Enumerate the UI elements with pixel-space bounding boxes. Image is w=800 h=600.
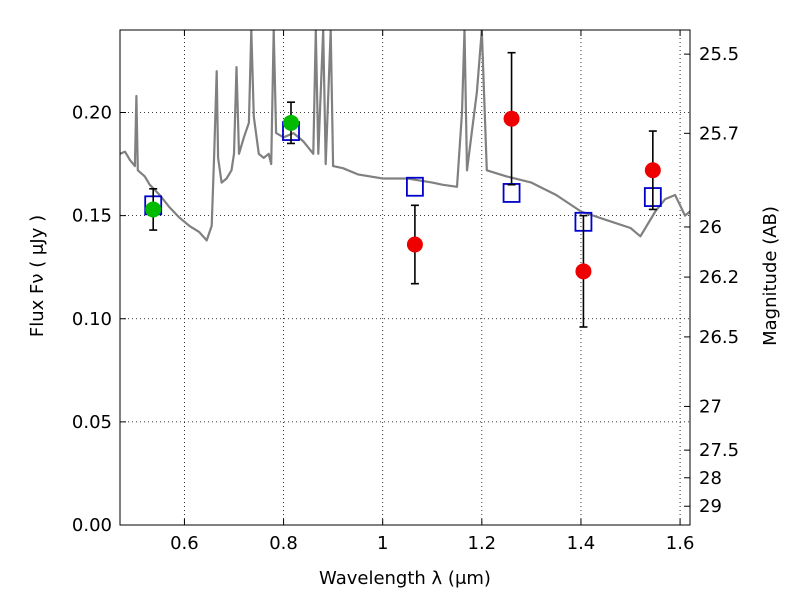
magnitude-tick-label: 28: [699, 468, 722, 489]
grid-lines: [120, 30, 690, 525]
plot-frame: [119, 29, 691, 526]
y-tick-label: 0.05: [72, 412, 112, 433]
magnitude-axis: 25.5 25.7 26 26.2 26.5 27 27.5 28 29: [684, 44, 739, 517]
magnitude-tick-label: 25.7: [699, 123, 739, 144]
magnitude-tick-label: 25.5: [699, 44, 739, 65]
y-tick-label: 0.15: [72, 206, 112, 227]
x-tick-label: 0.6: [170, 533, 199, 554]
x-tick-label: 1.6: [666, 533, 695, 554]
marker-layer: [144, 51, 662, 328]
x-axis-label: Wavelength λ (μm): [319, 568, 491, 589]
magnitude-tick-label: 26.5: [699, 327, 739, 348]
observed-flux-point: [283, 114, 299, 131]
observed-flux-point: [644, 162, 661, 179]
y-tick-label: 0.20: [72, 103, 112, 124]
spectrum-layer: [120, 30, 690, 242]
observed-flux-point: [575, 263, 592, 280]
plot-area: [120, 30, 690, 328]
observed-flux-point: [503, 110, 520, 127]
magnitude-tick-label: 27: [699, 396, 722, 417]
magnitude-tick-label: 27.5: [699, 440, 739, 461]
spectrum-line: [120, 30, 690, 242]
model-photometry-point: [406, 176, 424, 197]
observed-flux-point: [145, 201, 162, 218]
y-tick-label: 0.10: [72, 309, 112, 330]
magnitude-tick-label: 26.2: [699, 267, 739, 288]
magnitude-tick-label: 26: [699, 217, 722, 238]
x-tick-label: 1.4: [567, 533, 596, 554]
magnitude-axis-label: Magnitude (AB): [760, 206, 781, 346]
x-tick-label: 0.8: [269, 533, 298, 554]
x-axis: 0.6 0.8 1 1.2 1.4 1.6: [170, 30, 694, 554]
observed-flux-point: [406, 236, 423, 253]
y-axis: 0.00 0.05 0.10 0.15 0.20: [72, 103, 126, 536]
magnitude-tick-label: 29: [699, 496, 722, 517]
y-tick-label: 0.00: [72, 515, 112, 536]
y-axis-label: Flux Fν ( μJy ): [27, 215, 48, 337]
model-photometry-point: [502, 183, 521, 203]
x-tick-label: 1.2: [468, 533, 497, 554]
x-tick-label: 1: [377, 533, 388, 554]
